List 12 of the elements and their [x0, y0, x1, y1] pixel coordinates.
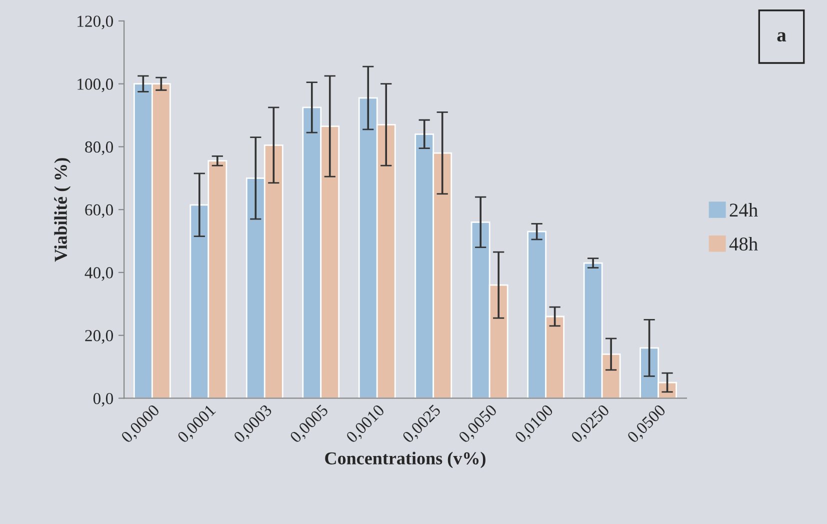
- x-axis-title: Concentrations (v%): [325, 452, 486, 468]
- y-tick-label: 0,0: [93, 392, 113, 407]
- legend-label: 24h: [730, 203, 758, 217]
- y-tick-label: 20,0: [85, 330, 113, 344]
- y-tick-label: 80,0: [85, 141, 113, 156]
- text: a: [777, 32, 786, 42]
- legend-label: 48h: [729, 236, 758, 251]
- y-tick-label: 60,0: [85, 204, 113, 218]
- y-tick-label: 120,0: [78, 16, 113, 30]
- y-tick-label: 100,0: [78, 78, 113, 92]
- y-axis-title: Viabilité ( %): [54, 158, 71, 262]
- y-tick-label: 40,0: [84, 267, 113, 281]
